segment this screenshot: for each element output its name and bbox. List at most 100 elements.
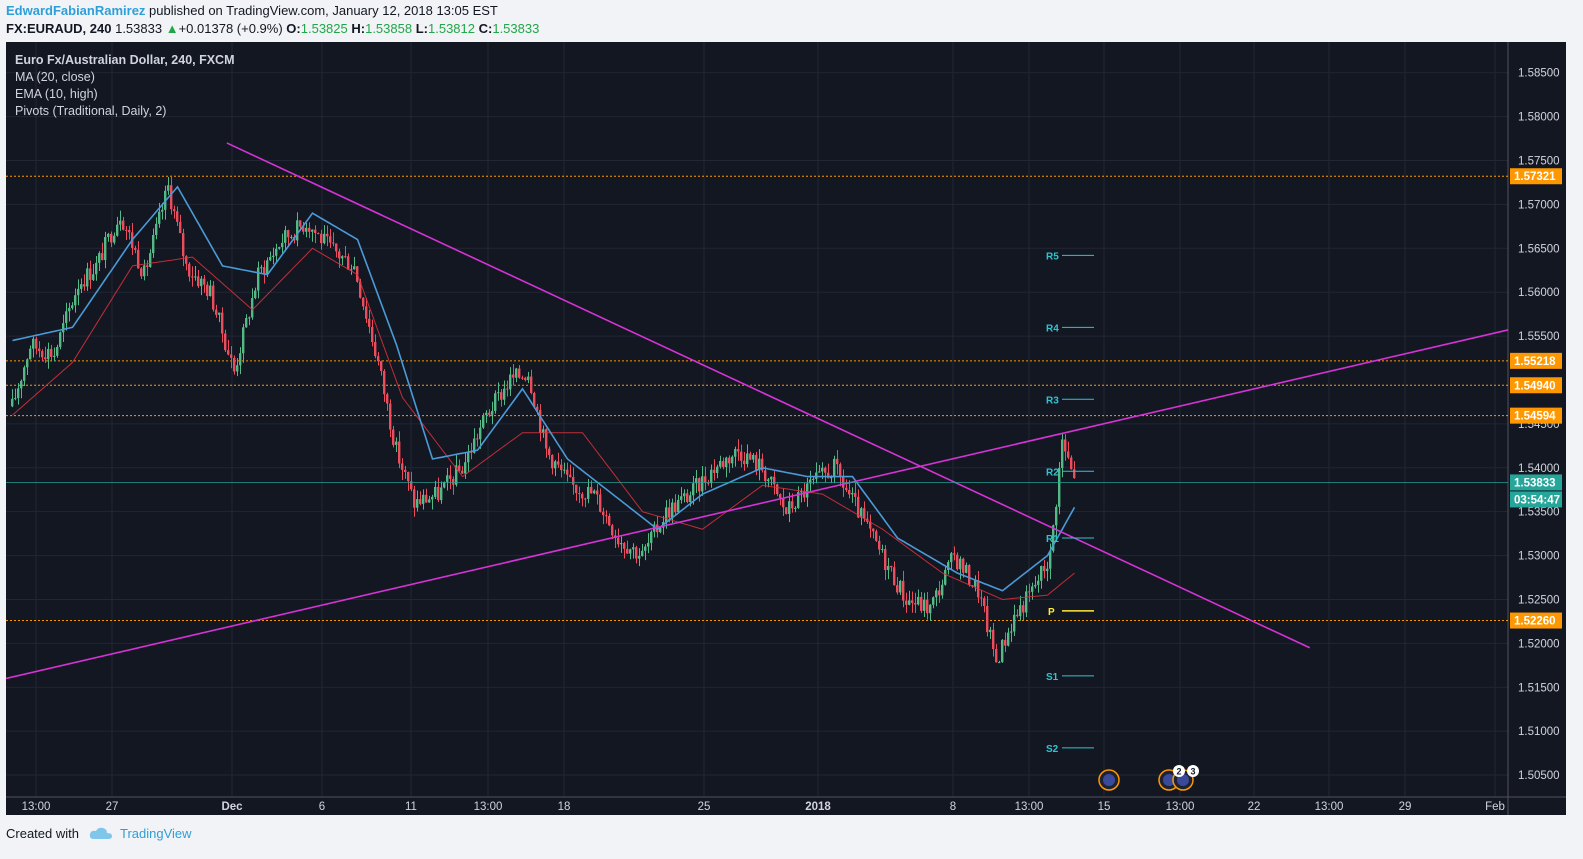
candle-body bbox=[230, 354, 233, 358]
candle-body bbox=[359, 281, 362, 298]
candle-body bbox=[323, 233, 326, 244]
candle-body bbox=[128, 229, 131, 233]
candle-body bbox=[995, 649, 998, 663]
author-link[interactable]: EdwardFabianRamirez bbox=[6, 3, 146, 18]
high-value: 1.53858 bbox=[365, 21, 413, 36]
candle-body bbox=[845, 487, 848, 490]
candle-body bbox=[251, 298, 254, 318]
chart-panel[interactable]: 13:00 27 Dec 6 11 13:00 18 25 2018 8 13:00 15 13:00 2… bbox=[6, 42, 1566, 815]
candle-body bbox=[425, 494, 428, 503]
candle-body bbox=[176, 211, 179, 222]
candle-body bbox=[452, 478, 455, 485]
candle-body bbox=[311, 229, 314, 232]
candle-body bbox=[773, 476, 776, 485]
candle-body bbox=[332, 242, 335, 244]
plot-area bbox=[6, 42, 1508, 797]
candle-body bbox=[14, 398, 17, 400]
candle-body bbox=[89, 268, 92, 280]
low-value: 1.53812 bbox=[428, 21, 475, 36]
x-tick-label: 22 bbox=[1248, 801, 1261, 813]
candle-body bbox=[446, 475, 449, 482]
candle-body bbox=[239, 353, 242, 366]
candle-body bbox=[719, 460, 722, 467]
candle-body bbox=[860, 508, 863, 518]
candle-body bbox=[227, 350, 230, 355]
candle-body bbox=[623, 543, 626, 549]
footer: Created with TradingView bbox=[6, 826, 192, 843]
candle-body bbox=[527, 376, 530, 381]
candle-body bbox=[101, 253, 104, 261]
candle-body bbox=[680, 496, 683, 500]
candle-body bbox=[917, 596, 920, 605]
event-count-3: 3 bbox=[1190, 767, 1195, 777]
candle-body bbox=[443, 481, 446, 488]
candle-body bbox=[335, 243, 338, 252]
candle-body bbox=[716, 466, 719, 474]
candle-body bbox=[38, 348, 41, 352]
candle-body bbox=[764, 470, 767, 482]
candle-body bbox=[476, 438, 479, 440]
candle-body bbox=[1052, 525, 1055, 551]
candle-body bbox=[185, 256, 188, 264]
candle-body bbox=[491, 410, 494, 415]
price-chart[interactable]: 13:00 27 Dec 6 11 13:00 18 25 2018 8 13:00 15 13:00 2… bbox=[6, 42, 1566, 815]
candle-body bbox=[200, 278, 203, 287]
event-count-2: 2 bbox=[1176, 767, 1181, 777]
candle-body bbox=[281, 242, 284, 248]
candle-body bbox=[191, 276, 194, 278]
candle-body bbox=[893, 567, 896, 586]
candle-body bbox=[947, 562, 950, 570]
candle-body bbox=[911, 600, 914, 603]
candle-body bbox=[620, 543, 623, 545]
candle-body bbox=[617, 537, 620, 545]
candle-body bbox=[503, 388, 506, 400]
level-price-tag-bg bbox=[1510, 352, 1562, 369]
candle-body bbox=[167, 185, 170, 191]
y-tick-label: 1.53500 bbox=[1518, 507, 1560, 519]
candle-body bbox=[86, 268, 89, 287]
legend-ma: MA (20, close) bbox=[15, 70, 95, 84]
candle-body bbox=[650, 531, 653, 543]
candle-body bbox=[944, 569, 947, 585]
ema-10-line bbox=[12, 185, 1076, 592]
candle-body bbox=[539, 409, 542, 433]
candle-body bbox=[17, 388, 20, 399]
candle-body bbox=[839, 464, 842, 477]
candle-body bbox=[434, 486, 437, 497]
candle-body bbox=[575, 484, 578, 494]
candle-body bbox=[320, 233, 323, 244]
candle-body bbox=[362, 297, 365, 307]
candle-body bbox=[602, 511, 605, 516]
y-tick-label: 1.57000 bbox=[1518, 199, 1560, 211]
candle-body bbox=[29, 348, 32, 360]
candle-body bbox=[173, 209, 176, 212]
legend-pivots: Pivots (Traditional, Daily, 2) bbox=[15, 104, 167, 118]
close-label: C: bbox=[478, 21, 493, 36]
candle-body bbox=[134, 248, 137, 250]
candle-body bbox=[590, 486, 593, 494]
candle-body bbox=[521, 377, 524, 379]
candle-body bbox=[599, 494, 602, 512]
candle-body bbox=[980, 597, 983, 599]
candle-body bbox=[848, 489, 851, 495]
tradingview-cloud-icon bbox=[89, 827, 113, 843]
candle-body bbox=[275, 248, 278, 256]
publish-header: EdwardFabianRamirez published on Trading… bbox=[6, 3, 498, 18]
candle-body bbox=[800, 491, 803, 493]
tradingview-link[interactable]: TradingView bbox=[120, 826, 192, 841]
candle-body bbox=[95, 262, 98, 275]
candle-body bbox=[986, 606, 989, 633]
candle-body bbox=[461, 470, 464, 474]
candle-body bbox=[206, 284, 209, 297]
candle-body bbox=[851, 492, 854, 495]
candle-body bbox=[344, 256, 347, 258]
candle-body bbox=[506, 388, 509, 390]
candle-body bbox=[1064, 439, 1067, 452]
candle-body bbox=[938, 590, 941, 596]
candle-body bbox=[701, 476, 704, 492]
x-tick-label: Feb bbox=[1485, 801, 1505, 813]
candle-body bbox=[1019, 605, 1022, 617]
candle-body bbox=[899, 580, 902, 593]
candle-body bbox=[473, 438, 476, 453]
candle-body bbox=[710, 469, 713, 484]
